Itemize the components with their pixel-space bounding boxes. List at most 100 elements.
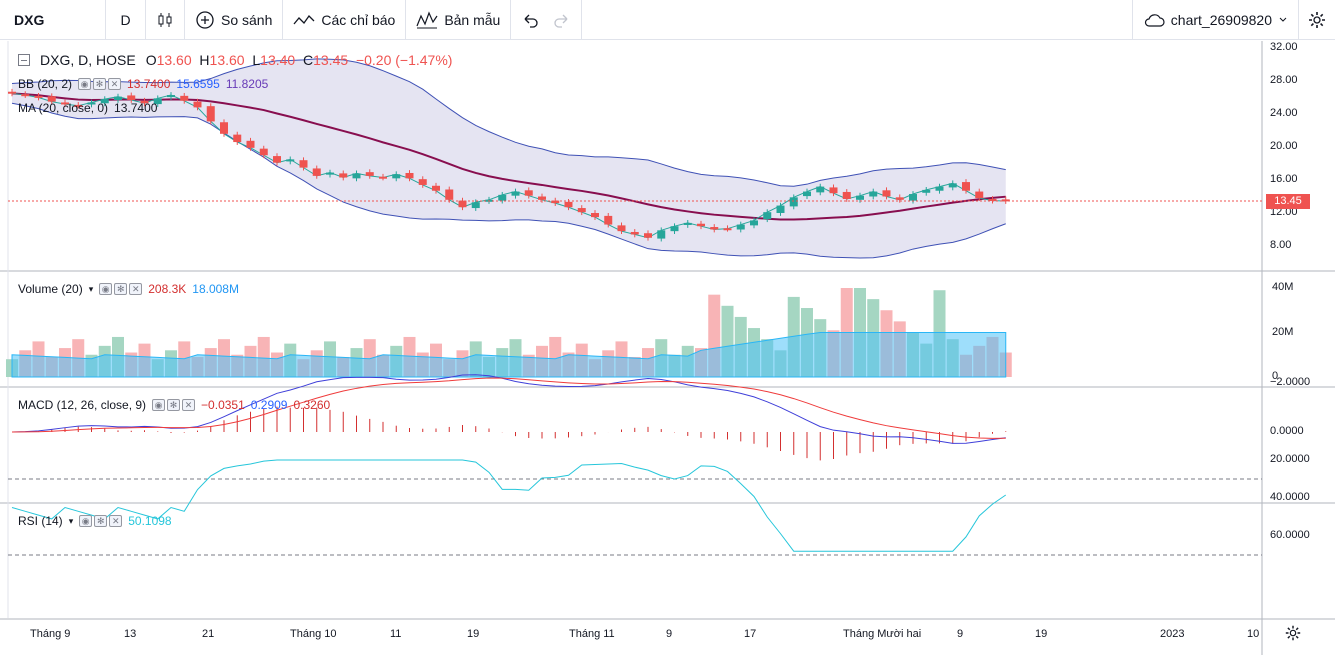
candle-body — [220, 122, 228, 134]
time-tick: Tháng 11 — [569, 628, 615, 640]
candle-body — [193, 101, 202, 108]
volume-pane — [6, 288, 1012, 378]
gear-icon: ✻ — [167, 399, 181, 411]
plus-circle-icon — [196, 10, 214, 29]
time-tick: 2023 — [1160, 628, 1185, 640]
candle-body — [61, 102, 69, 105]
price-tick: 16.00 — [1270, 173, 1298, 185]
rsi-controls[interactable]: ◉ ✻ ✕ — [79, 515, 123, 527]
candle-body — [816, 186, 825, 193]
macd-tick: 0.0000 — [1270, 425, 1304, 437]
time-tick: 9 — [666, 628, 673, 640]
candle-body — [988, 198, 997, 201]
chart-canvas[interactable] — [0, 41, 1335, 655]
candle-body — [458, 200, 467, 208]
candle-body — [180, 95, 189, 101]
macd-title[interactable]: MACD (12, 26, close, 9) — [18, 398, 147, 412]
candle-body — [326, 172, 334, 175]
chart-type-button[interactable] — [146, 0, 185, 40]
rsi-legend: RSI (14) ▾ ◉ ✻ ✕ 50.1098 — [18, 514, 172, 528]
time-tick: 11 — [390, 628, 402, 640]
compare-button[interactable]: So sánh — [185, 0, 284, 40]
candle-body — [564, 201, 573, 208]
collapse-icon[interactable] — [18, 54, 30, 66]
close-line — [11, 92, 1006, 239]
candle-body — [710, 227, 719, 230]
candle-body — [127, 95, 136, 100]
volume-legend: Volume (20) ▾ ◉ ✻ ✕ 208.3K 18.008M — [18, 282, 239, 296]
candle-body — [74, 104, 83, 107]
interval-button[interactable]: D — [106, 0, 146, 40]
chart-grid — [0, 41, 1335, 655]
time-tick: Tháng Mười hai — [843, 628, 922, 640]
eye-icon: ◉ — [99, 283, 113, 295]
macd-hist-value: −0.0351 — [201, 398, 245, 412]
candle-body — [153, 98, 162, 105]
templates-button[interactable]: Bản mẫu — [406, 0, 512, 40]
macd-signal-value: 0.3260 — [293, 398, 331, 412]
price-tick: 28.00 — [1270, 74, 1298, 86]
templates-label: Bản mẫu — [444, 11, 501, 28]
candle-body — [856, 195, 864, 200]
time-tick: 19 — [467, 628, 480, 640]
time-tick: 9 — [957, 628, 964, 640]
macd-controls[interactable]: ◉ ✻ ✕ — [152, 399, 196, 411]
redo-button[interactable] — [543, 0, 583, 40]
candle-body — [922, 189, 931, 193]
ma-title[interactable]: MA (20, close, 0) — [18, 101, 109, 115]
bb-title[interactable]: BB (20, 2) — [18, 77, 73, 91]
volume-ma-area — [11, 332, 1007, 378]
gear-icon: ✻ — [94, 515, 108, 527]
volume-title[interactable]: Volume (20) — [18, 282, 83, 296]
candle-body — [697, 223, 705, 227]
interval-label: D — [120, 11, 131, 28]
candle-body — [365, 172, 374, 176]
candle-body — [657, 230, 666, 239]
candle-body — [511, 191, 520, 196]
candle-body — [935, 186, 944, 191]
candle-body — [1001, 199, 1010, 202]
undo-button[interactable] — [511, 0, 543, 40]
symbol-search[interactable]: DXG — [0, 0, 106, 40]
indicators-button[interactable]: Các chỉ báo — [283, 0, 407, 40]
gear-icon — [1309, 11, 1325, 28]
candle-body — [882, 190, 891, 197]
time-tick: 21 — [202, 628, 215, 640]
candle-body — [47, 96, 56, 102]
settings-button[interactable] — [1298, 0, 1335, 40]
price-pane — [8, 58, 1262, 259]
gear-icon — [1285, 625, 1301, 641]
candle-body — [339, 173, 348, 178]
redo-icon — [554, 14, 568, 28]
close-icon: ✕ — [108, 78, 122, 90]
bb-controls[interactable]: ◉ ✻ ✕ — [78, 78, 122, 90]
candle-body — [379, 176, 387, 179]
main-legend-title[interactable]: DXG, D, HOSE — [40, 52, 136, 68]
indicators-icon — [293, 14, 315, 24]
last-price-tag: 13.45 — [1266, 194, 1310, 209]
candle-body — [723, 228, 732, 231]
bb-lower-line — [11, 102, 1006, 259]
volume-controls[interactable]: ◉ ✻ ✕ — [99, 283, 143, 295]
axis-settings-button[interactable] — [1284, 624, 1304, 644]
candle-body — [617, 225, 626, 232]
macd-tick: −2.0000 — [1270, 376, 1311, 388]
candle-body — [644, 233, 652, 238]
chevron-down-icon — [1279, 17, 1287, 22]
candle-body — [21, 94, 30, 97]
eye-icon: ◉ — [78, 78, 92, 90]
candle-body — [233, 134, 242, 143]
rsi-title[interactable]: RSI (14) — [18, 514, 63, 528]
candle-body — [167, 95, 175, 98]
candle-body — [842, 191, 851, 199]
eye-icon: ◉ — [152, 399, 166, 411]
price-tick: 24.00 — [1270, 107, 1298, 119]
candle-body — [750, 220, 758, 226]
chart-layout-button[interactable]: chart_26909820 — [1131, 0, 1298, 40]
bb-lower: 11.8205 — [225, 77, 269, 91]
rsi-value: 50.1098 — [128, 514, 172, 528]
candle-body — [803, 191, 811, 197]
price-tick: 8.00 — [1270, 239, 1292, 251]
candle-body — [392, 174, 401, 179]
bb-upper: 15.6595 — [176, 77, 220, 91]
